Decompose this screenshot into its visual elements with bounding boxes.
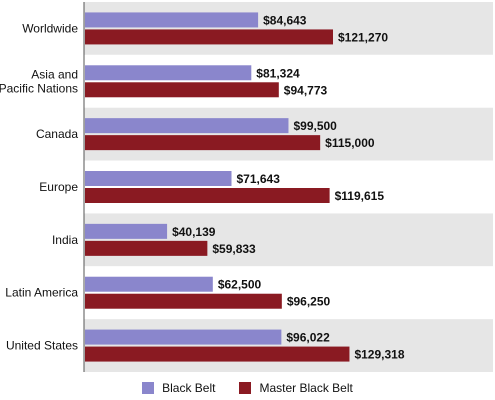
category-label: Latin America <box>5 286 78 300</box>
category-label: India <box>52 233 78 247</box>
category-label: United States <box>6 339 78 353</box>
row-band <box>84 213 493 267</box>
bar-master-black-belt <box>85 346 350 362</box>
data-label: $84,643 <box>263 13 307 27</box>
legend: Black Belt Master Black Belt <box>0 378 495 398</box>
category-label: Canada <box>36 127 78 141</box>
data-label: $129,318 <box>354 348 404 362</box>
data-label: $99,500 <box>293 119 337 133</box>
data-label: $62,500 <box>218 278 262 292</box>
category-label: Asia and <box>31 67 78 81</box>
row-band <box>84 160 493 214</box>
data-label: $81,324 <box>256 66 300 80</box>
data-label: $71,643 <box>237 172 281 186</box>
legend-swatch-black-belt <box>142 382 155 394</box>
legend-label-black-belt: Black Belt <box>162 381 216 395</box>
bar-master-black-belt <box>85 188 330 203</box>
bar-black-belt <box>85 223 168 239</box>
bar-master-black-belt <box>85 29 333 45</box>
row-band <box>84 54 493 108</box>
row-band <box>84 266 493 320</box>
bar-master-black-belt <box>85 240 208 256</box>
data-label: $96,022 <box>286 331 330 345</box>
legend-swatch-master-black-belt <box>239 382 252 394</box>
row-band <box>84 107 493 161</box>
category-label: Europe <box>39 180 78 194</box>
bar-black-belt <box>85 65 252 81</box>
bar-master-black-belt <box>85 135 321 151</box>
legend-label-master-black-belt: Master Black Belt <box>259 381 353 395</box>
bar-black-belt <box>85 276 213 292</box>
data-label: $119,615 <box>335 189 385 203</box>
bar-master-black-belt <box>85 293 282 309</box>
data-label: $94,773 <box>284 83 328 97</box>
legend-item-master-black-belt: Master Black Belt <box>239 381 353 395</box>
bar-master-black-belt <box>85 82 279 98</box>
category-label: Pacific Nations <box>0 81 78 95</box>
data-label: $121,270 <box>338 30 388 44</box>
bar-black-belt <box>85 171 232 186</box>
row-band <box>84 2 493 55</box>
bar-black-belt <box>85 118 289 134</box>
data-label: $96,250 <box>287 295 331 309</box>
data-label: $40,139 <box>172 225 216 239</box>
category-label: Worldwide <box>22 21 78 35</box>
data-label: $59,833 <box>212 242 256 256</box>
legend-item-black-belt: Black Belt <box>142 381 215 395</box>
bar-black-belt <box>85 12 259 28</box>
data-label: $115,000 <box>325 136 375 150</box>
bar-black-belt <box>85 329 282 345</box>
row-band <box>84 319 493 372</box>
